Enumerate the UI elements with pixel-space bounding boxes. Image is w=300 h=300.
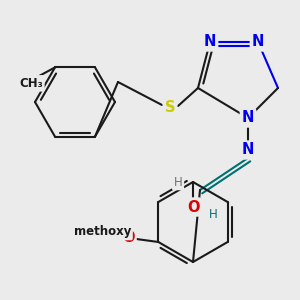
Text: N: N	[204, 34, 216, 50]
Text: N: N	[252, 34, 264, 50]
Text: S: S	[165, 100, 175, 116]
Text: methoxy: methoxy	[74, 226, 131, 238]
Text: H: H	[174, 176, 182, 188]
Text: H: H	[208, 208, 217, 221]
Text: O: O	[187, 200, 199, 214]
Text: O: O	[122, 230, 135, 244]
Text: N: N	[242, 110, 254, 125]
Text: CH₃: CH₃	[19, 77, 43, 90]
Text: N: N	[242, 142, 254, 158]
